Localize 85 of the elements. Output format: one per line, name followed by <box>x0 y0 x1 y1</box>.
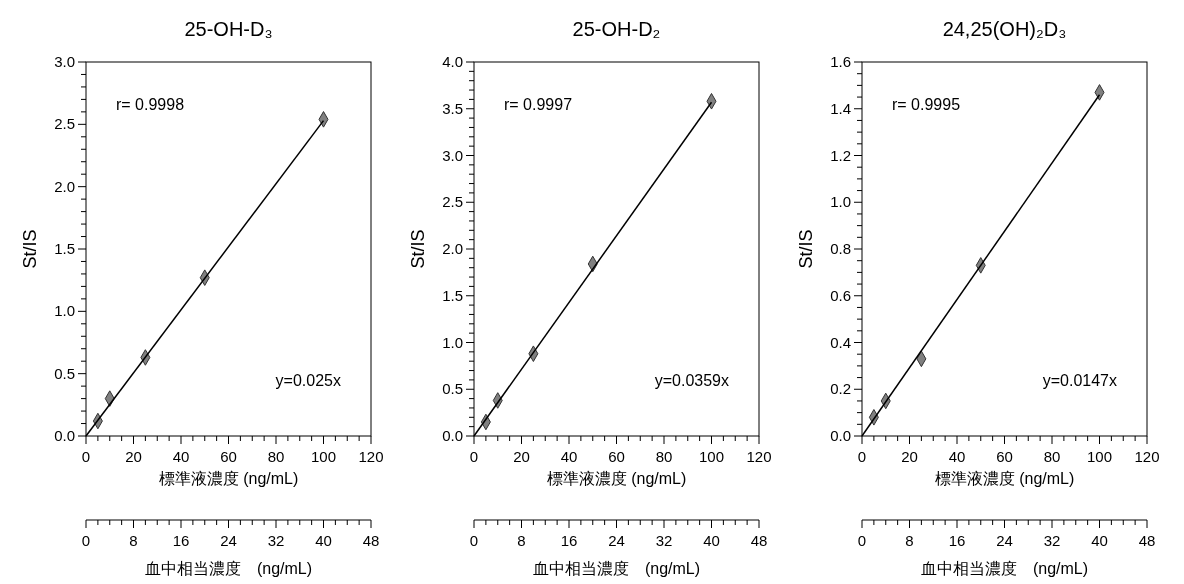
y-tick-label: 1.0 <box>442 333 463 351</box>
x2-tick-label: 40 <box>1091 532 1108 549</box>
x-tick-label: 0 <box>469 448 479 465</box>
x2-tick-label: 24 <box>220 532 237 549</box>
x2-tick-label: 48 <box>1138 532 1156 549</box>
y-tick-label: 0.8 <box>830 240 851 257</box>
annotation: y=0.025x <box>275 372 341 389</box>
x2-tick-label: 32 <box>267 532 285 549</box>
x-tick-label: 80 <box>655 448 673 465</box>
x-tick-label: 20 <box>125 448 142 465</box>
y-tick-label: 1.5 <box>54 240 75 257</box>
x2-tick-label: 8 <box>129 532 138 549</box>
x2-tick-label: 16 <box>560 532 578 549</box>
x-tick-label: 80 <box>267 448 285 465</box>
x-tick-label: 0 <box>857 448 867 465</box>
x2-tick-label: 24 <box>608 532 625 549</box>
x-tick-label: 120 <box>358 448 384 465</box>
x-axis-title: 標準液濃度 (ng/mL) <box>934 470 1075 487</box>
y-tick-label: 1.6 <box>830 53 851 70</box>
x-tick-label: 20 <box>901 448 918 465</box>
y-tick-label: 1.4 <box>830 99 851 117</box>
x-tick-label: 80 <box>1043 448 1061 465</box>
y-tick-label: 1.5 <box>442 286 463 304</box>
x2-axis-title: 血中相当濃度 (ng/mL) <box>144 560 313 577</box>
y-tick-label: 2.0 <box>442 240 463 257</box>
x2-tick-label: 16 <box>172 532 190 549</box>
x-tick-label: 100 <box>310 448 337 465</box>
annotation: y=0.0359x <box>654 372 729 389</box>
y-tick-label: 3.5 <box>442 99 463 117</box>
x2-tick-label: 0 <box>81 532 91 549</box>
chart-title: 24,25(OH)₂D₃ <box>942 18 1067 40</box>
x-tick-label: 0 <box>81 448 91 465</box>
y-tick-label: 0.0 <box>54 427 75 444</box>
x2-tick-label: 40 <box>703 532 720 549</box>
y-tick-label: 2.5 <box>54 115 75 133</box>
x-axis-title: 標準液濃度 (ng/mL) <box>158 470 299 487</box>
y-tick-label: 2.0 <box>54 177 75 195</box>
y-tick-label: 1.0 <box>54 302 75 320</box>
y-tick-label: 3.0 <box>54 53 75 70</box>
x-tick-label: 100 <box>698 448 725 465</box>
y-tick-label: 0.5 <box>54 364 75 382</box>
y-tick-label: 0.5 <box>442 380 463 398</box>
chart-title: 25-OH-D₂ <box>572 18 661 40</box>
x2-tick-label: 8 <box>905 532 914 549</box>
y-tick-label: 0.0 <box>830 427 851 444</box>
x-tick-label: 20 <box>513 448 530 465</box>
y-axis-title: St/IS <box>408 229 428 269</box>
annotation: r= 0.9997 <box>504 96 573 113</box>
x2-tick-label: 8 <box>517 532 526 549</box>
annotation: r= 0.9995 <box>892 96 961 113</box>
y-axis-title: St/IS <box>796 229 816 269</box>
x2-tick-label: 40 <box>315 532 332 549</box>
x-tick-label: 40 <box>172 448 190 465</box>
y-tick-label: 0.6 <box>830 286 851 304</box>
x-tick-label: 120 <box>746 448 772 465</box>
chart-title: 25-OH-D₃ <box>184 18 273 40</box>
y-tick-label: 0.4 <box>830 333 851 351</box>
annotation: y=0.0147x <box>1042 372 1117 389</box>
x-tick-label: 40 <box>560 448 578 465</box>
x2-tick-label: 16 <box>948 532 966 549</box>
x2-tick-label: 32 <box>655 532 673 549</box>
y-tick-label: 3.0 <box>442 146 463 164</box>
y-tick-label: 0.2 <box>830 380 851 398</box>
y-tick-label: 1.2 <box>830 146 851 164</box>
x-tick-label: 60 <box>220 448 237 465</box>
x-tick-label: 40 <box>948 448 966 465</box>
x2-tick-label: 32 <box>1043 532 1061 549</box>
x2-axis-title: 血中相当濃度 (ng/mL) <box>532 560 701 577</box>
y-tick-label: 2.5 <box>442 193 463 211</box>
x2-axis-title: 血中相当濃度 (ng/mL) <box>920 560 1089 577</box>
x2-tick-label: 24 <box>996 532 1013 549</box>
x2-tick-label: 0 <box>857 532 867 549</box>
y-tick-label: 1.0 <box>830 193 851 211</box>
x2-tick-label: 48 <box>750 532 768 549</box>
y-tick-label: 0.0 <box>442 427 463 444</box>
x2-tick-label: 0 <box>469 532 479 549</box>
y-axis-title: St/IS <box>20 229 40 269</box>
annotation: r= 0.9998 <box>116 96 185 113</box>
x-axis-title: 標準液濃度 (ng/mL) <box>546 470 687 487</box>
x2-tick-label: 48 <box>362 532 380 549</box>
y-tick-label: 4.0 <box>442 53 463 70</box>
x-tick-label: 60 <box>996 448 1013 465</box>
x-tick-label: 120 <box>1134 448 1160 465</box>
x-tick-label: 60 <box>608 448 625 465</box>
x-tick-label: 100 <box>1086 448 1113 465</box>
